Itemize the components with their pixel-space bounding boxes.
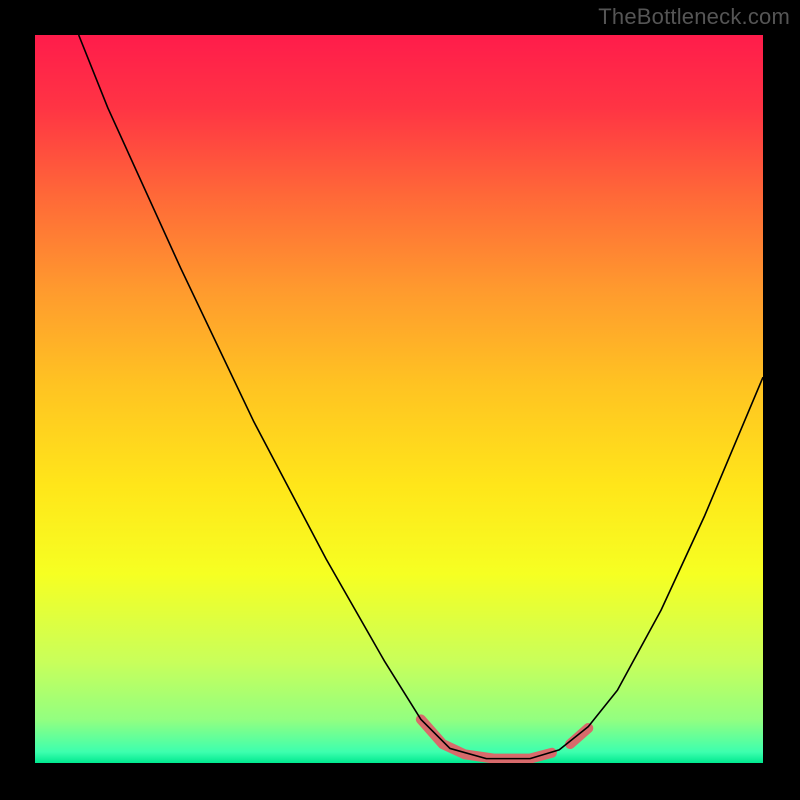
gradient-background [35, 35, 763, 763]
watermark-text: TheBottleneck.com [598, 4, 790, 30]
bottleneck-chart [35, 35, 763, 763]
plot-area [35, 35, 763, 763]
chart-container: TheBottleneck.com [0, 0, 800, 800]
